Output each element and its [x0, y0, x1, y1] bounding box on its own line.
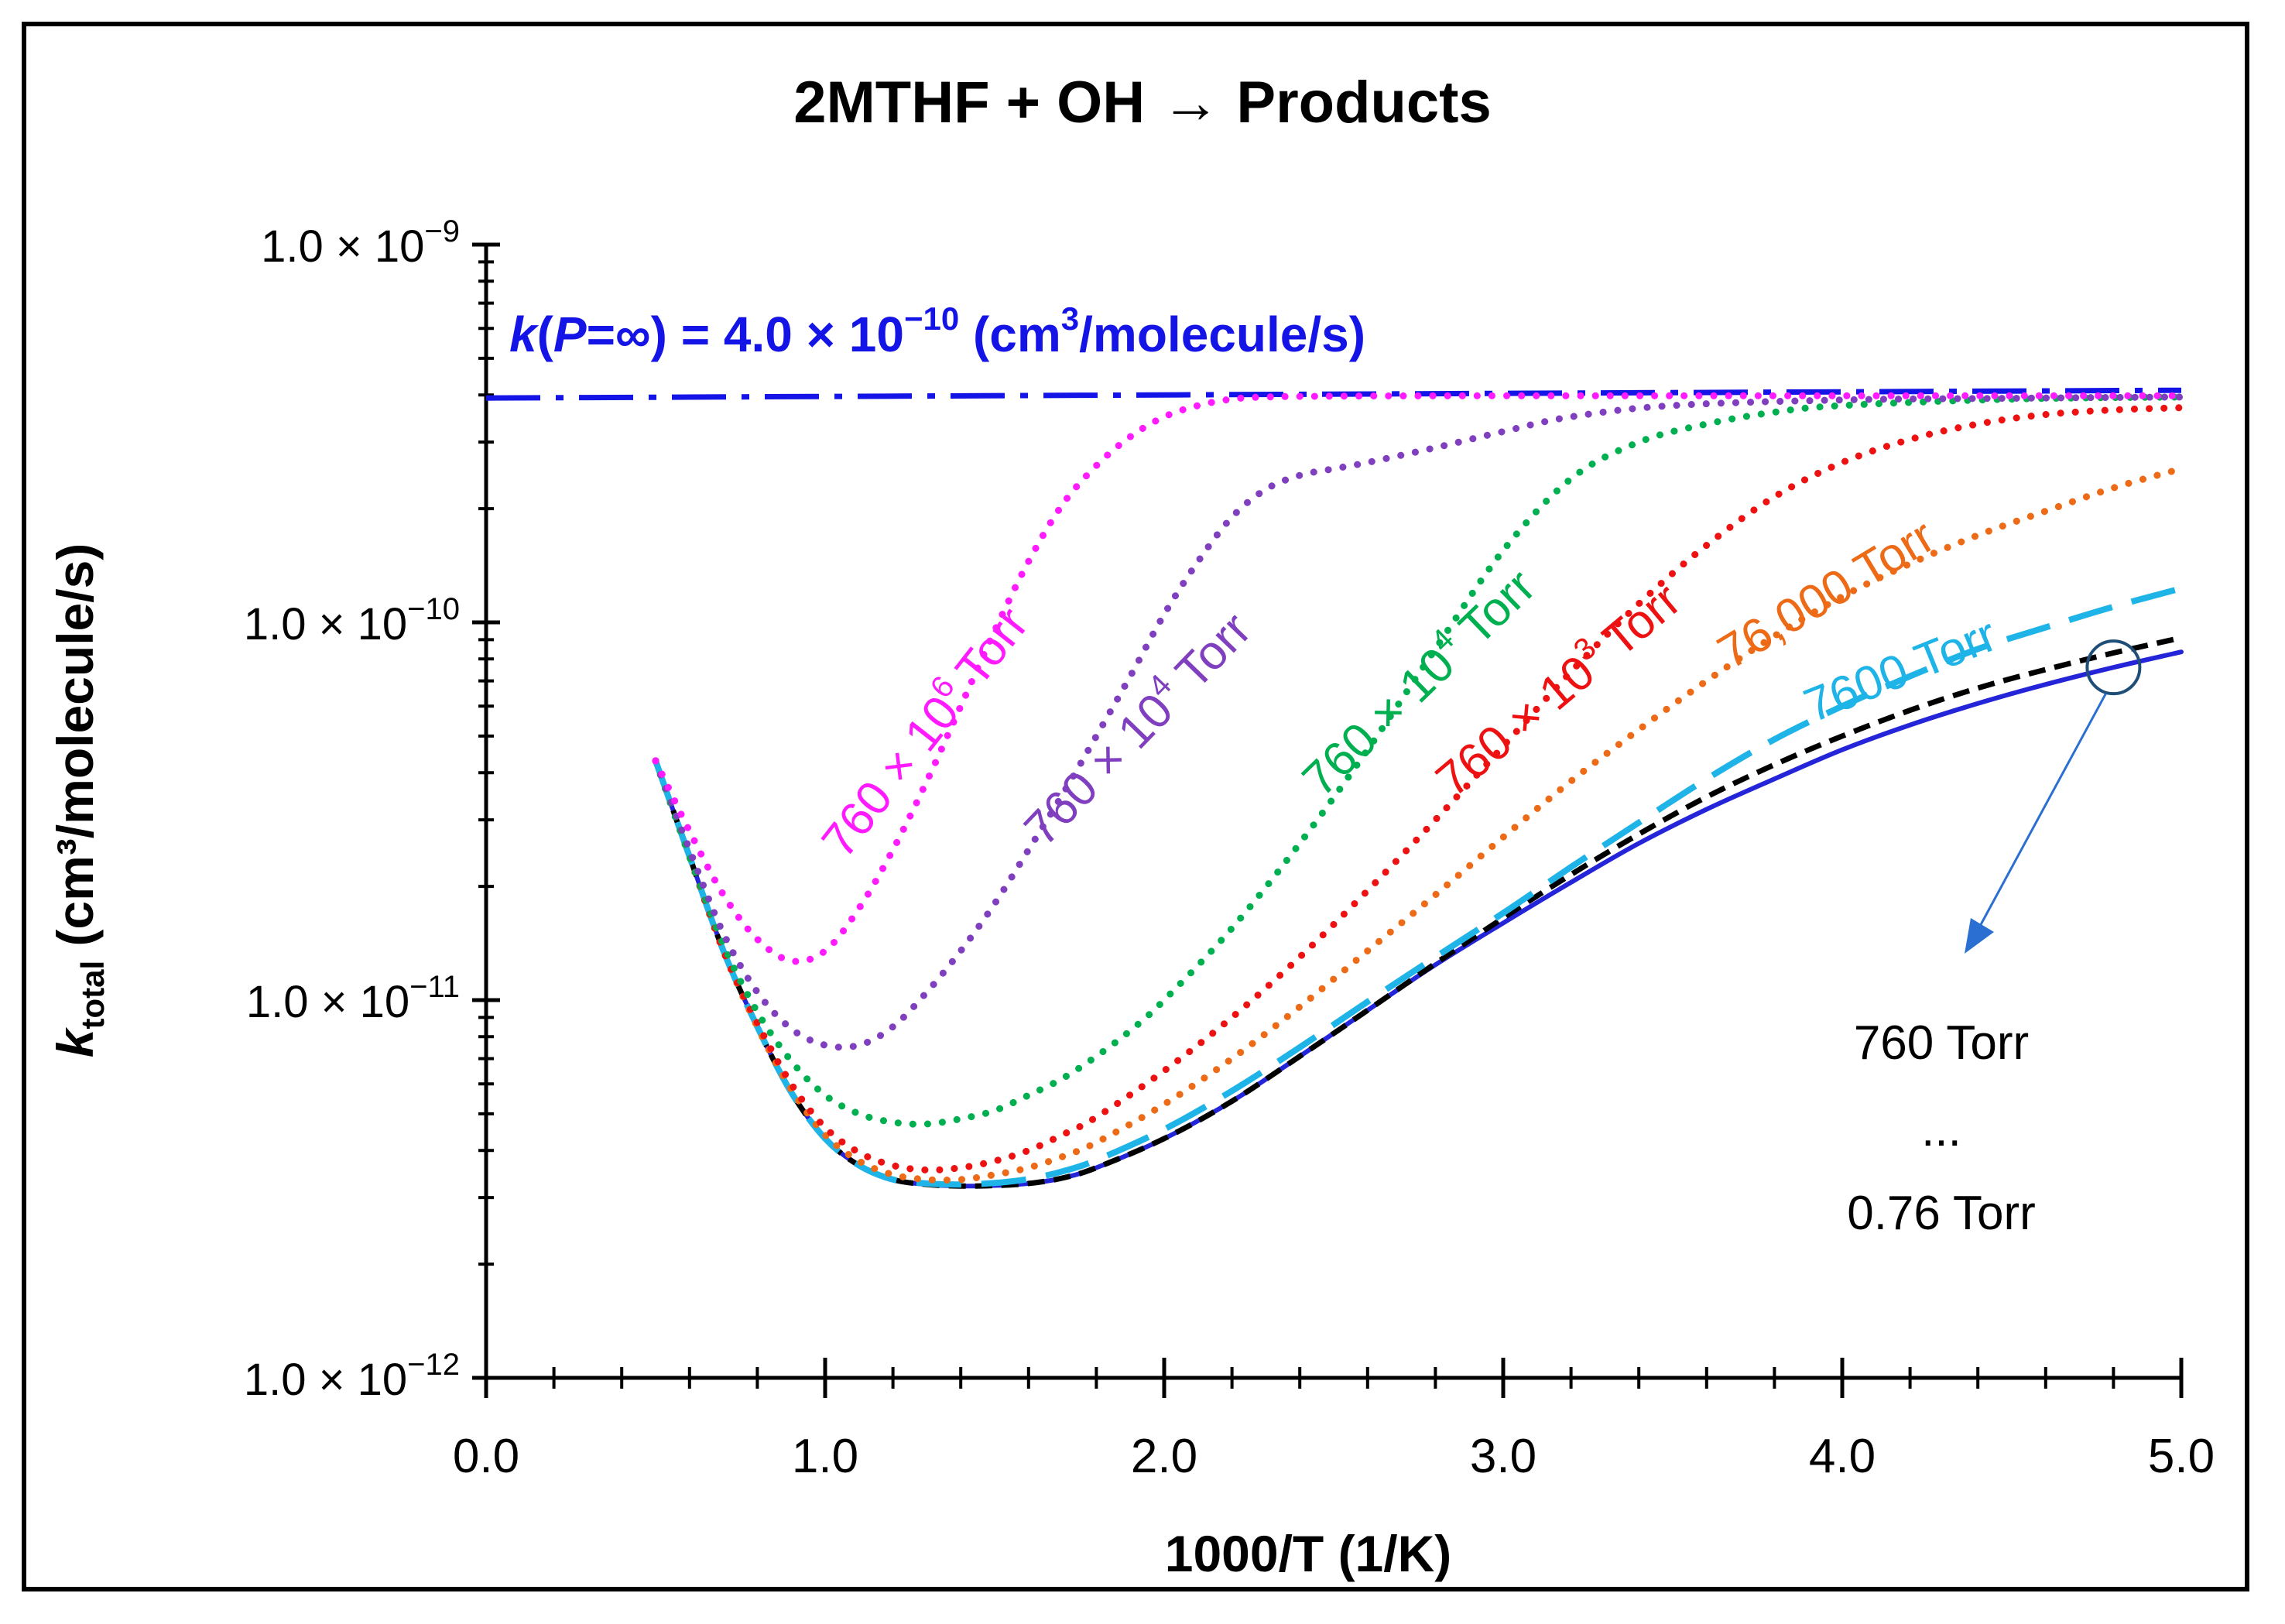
high-pressure-limit-line — [485, 387, 2182, 401]
series-label: 7600 Torr — [1797, 608, 2004, 733]
series-label: 760 × 104 Torr — [1290, 556, 1546, 807]
y-axis-label-k: k — [46, 1026, 104, 1057]
series-line-76-000-torr — [652, 465, 2185, 1184]
x-tick-label: 2.0 — [1131, 1430, 1197, 1483]
y-tick-label: 1.0 × 10−10 — [244, 592, 460, 649]
y-axis-label: ktotal (cm³/molecule/s) — [46, 543, 111, 1058]
annotation-text-line: 760 Torr — [1854, 1016, 2029, 1070]
x-tick-label: 0.0 — [453, 1430, 519, 1483]
annotation-text-line: ... — [1921, 1103, 1961, 1156]
series-line-760-torr — [653, 635, 2182, 1189]
annotation-text-line: 0.76 Torr — [1847, 1187, 2036, 1240]
high-pressure-limit-label: k(P=∞) = 4.0 × 10−10 (cm3/molecule/s) — [509, 300, 1365, 362]
series-line-760-10-6-torr — [652, 392, 2185, 965]
series-line-760-10-4-torr — [652, 393, 2185, 1051]
annotation-arrow-line — [1977, 693, 2107, 930]
series-line-760-10-4-torr-green- — [652, 393, 2185, 1128]
series-line-760-10-3-torr — [652, 404, 2185, 1174]
y-tick-label: 1.0 × 10−9 — [261, 214, 460, 272]
x-axis-label: 1000/T (1/K) — [1165, 1525, 1451, 1582]
chart-title: 2MTHF + OH → Products — [793, 70, 1492, 135]
y-axis-label-units: (cm³/molecule/s) — [46, 543, 104, 961]
y-tick-label: 1.0 × 10−11 — [246, 970, 460, 1027]
x-tick-label: 4.0 — [1809, 1430, 1876, 1483]
x-tick-label: 1.0 — [792, 1430, 858, 1483]
y-axis-label-sub: total — [74, 961, 111, 1030]
series-label: 760 × 104 Torr — [1011, 599, 1262, 855]
x-tick-label: 3.0 — [1470, 1430, 1536, 1483]
x-tick-label: 5.0 — [2148, 1430, 2215, 1483]
figure-border — [22, 22, 2249, 1591]
annotation-circle — [2085, 639, 2142, 696]
series-label: 760 × 106 Torr — [808, 595, 1039, 868]
y-tick-label: 1.0 × 10−12 — [244, 1348, 460, 1405]
annotation-arrow-head — [1965, 918, 1994, 954]
series-line-7600-torr — [653, 585, 2183, 1188]
